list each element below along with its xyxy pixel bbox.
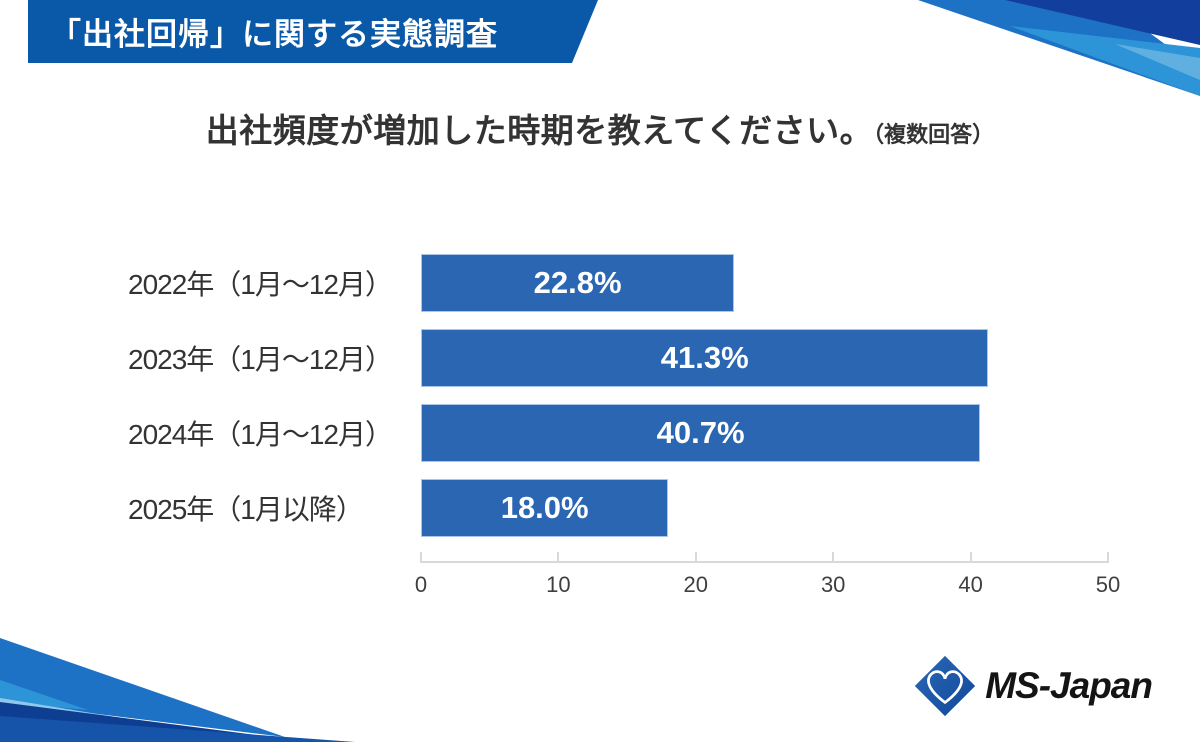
bar: 18.0%	[421, 479, 669, 537]
bar: 40.7%	[421, 404, 981, 462]
ms-japan-logo: MS-Japan	[913, 654, 1153, 718]
axis-tick-label: 40	[958, 572, 983, 597]
x-axis: 0 10 20 30 40 50	[415, 552, 1120, 603]
axis-tick-mark	[1107, 552, 1109, 563]
bar: 22.8%	[421, 254, 735, 312]
header-banner: 「出社回帰」に関する実態調査	[28, 0, 598, 63]
bar-track: 18.0%	[421, 479, 1108, 537]
question-title-text: 出社頻度が増加した時期を教えてください。	[205, 112, 874, 149]
bar-track: 41.3%	[421, 329, 1108, 387]
corner-decoration-top-right-icon	[918, 0, 1200, 96]
axis-tick-label: 0	[414, 572, 428, 597]
bar-value-label: 41.3%	[660, 340, 749, 375]
bar-track: 22.8%	[421, 254, 1108, 312]
chart-rows: 2022年（1月～12月） 22.8% 2023年（1月～12月） 41.3% 2024…	[128, 254, 1108, 537]
axis-tick-label: 30	[820, 572, 846, 597]
category-label: 2025年（1月以降）	[128, 494, 364, 525]
bar-value-label: 18.0%	[500, 490, 589, 525]
axis-tick-mark	[832, 552, 835, 563]
ms-japan-diamond-icon	[915, 655, 976, 717]
ms-japan-logo-text: MS-Japan	[985, 665, 1153, 706]
category-label: 2024年（1月～12月）	[128, 419, 393, 450]
axis-tick-mark	[969, 552, 972, 563]
chart-row: 2024年（1月～12月） 40.7%	[128, 404, 1108, 462]
bar-track: 40.7%	[421, 404, 1108, 462]
axis-tick-mark	[694, 552, 697, 563]
bar-value-label: 22.8%	[533, 265, 622, 300]
axis-tick-mark	[557, 552, 560, 563]
question-title-note: （複数回答）	[873, 122, 995, 147]
axis-tick-mark	[420, 552, 422, 563]
bar-chart: 2022年（1月～12月） 22.8% 2023年（1月～12月） 41.3% 2024…	[128, 254, 1120, 603]
corner-decoration-bottom-left-icon	[0, 638, 355, 742]
category-label: 2022年（1月～12月）	[128, 269, 393, 300]
bar-value-label: 40.7%	[656, 415, 745, 450]
chart-row: 2025年（1月以降） 18.0%	[128, 479, 1108, 537]
axis-tick-label: 50	[1095, 572, 1121, 597]
category-label: 2023年（1月～12月）	[128, 344, 393, 375]
chart-row: 2023年（1月～12月） 41.3%	[128, 329, 1108, 387]
bar: 41.3%	[421, 329, 989, 387]
survey-question-title: 出社頻度が増加した時期を教えてください。（複数回答）	[0, 104, 1200, 152]
axis-tick-label: 10	[546, 572, 571, 597]
header-banner-title: 「出社回帰」に関する実態調査	[50, 17, 498, 52]
chart-row: 2022年（1月～12月） 22.8%	[128, 254, 1108, 312]
axis-tick-label: 20	[683, 572, 709, 597]
